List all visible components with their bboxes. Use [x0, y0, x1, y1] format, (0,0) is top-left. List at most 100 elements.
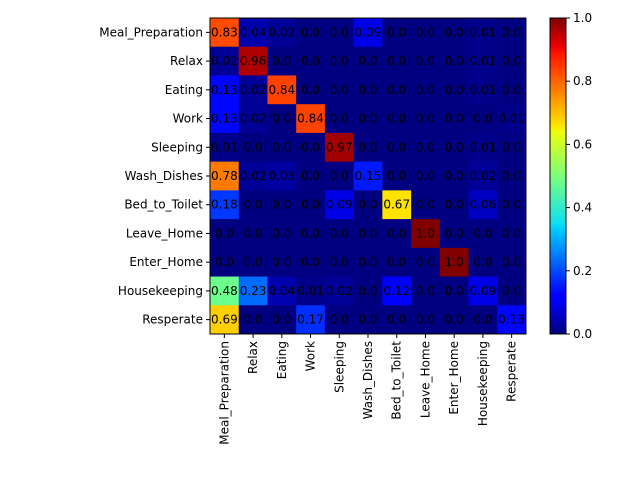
cell-value-label: 0.0: [445, 54, 464, 68]
cell-value-label: 0.04: [268, 284, 295, 298]
cell-value-label: 0.0: [387, 313, 406, 327]
heatmap-cell: [439, 247, 469, 277]
heatmap-cell: [267, 247, 297, 277]
heatmap-cell: [324, 46, 355, 76]
cell-value-label: 0.09: [326, 198, 353, 212]
heatmap-cell: [296, 161, 326, 191]
cell-value-label: 1.0: [445, 255, 464, 269]
cell-value-label: 0.0: [445, 83, 464, 97]
y-tick-label: Work: [173, 112, 203, 126]
cell-value-label: 0.0: [358, 284, 377, 298]
cell-value-label: 0.0: [272, 54, 291, 68]
cell-value-label: 0.02: [240, 83, 267, 97]
heatmap-cell: [382, 219, 412, 249]
cell-value-label: 0.0: [215, 255, 234, 269]
heatmap-cell: [353, 75, 383, 105]
heatmap-cell: [267, 18, 297, 48]
colorbar-frame: [549, 17, 567, 335]
heatmap-cell: [497, 132, 527, 163]
cell-value-label: 0.78: [211, 169, 238, 183]
y-tick-label: Eating: [165, 83, 203, 97]
heatmap-cell: [353, 132, 383, 163]
cell-value-label: 0.0: [445, 313, 464, 327]
heatmap-cell: [353, 161, 383, 191]
heatmap-cell: [439, 190, 469, 220]
heatmap-cell: [497, 46, 527, 76]
cell-value-label: 0.0: [272, 255, 291, 269]
cell-value-label: 0.0: [387, 255, 406, 269]
heatmap-cell: [468, 276, 498, 306]
heatmap-cell: [411, 75, 441, 105]
y-tick-label: Meal_Preparation: [99, 25, 203, 39]
heatmap-cell: [382, 46, 412, 76]
cell-value-label: 0.01: [470, 25, 497, 39]
cell-value-label: 0.02: [268, 25, 295, 39]
heatmap-cell: [439, 104, 469, 134]
cell-value-label: 0.02: [240, 112, 267, 126]
heatmap-cell: [267, 104, 297, 134]
heatmap-cell: [296, 190, 326, 220]
heatmap-cell: [411, 132, 441, 163]
heatmap-cell: [210, 247, 240, 277]
heatmap-cell: [296, 276, 326, 306]
cell-value-label: 0.18: [211, 198, 238, 212]
heatmap-cell: [324, 18, 355, 48]
cell-value-label: 0.0: [330, 169, 349, 183]
cell-value-label: 0.0: [301, 83, 320, 97]
cell-value-label: 0.0: [387, 112, 406, 126]
heatmap-cell: [468, 104, 498, 134]
colorbar-tick-label: 0.2: [573, 264, 592, 278]
y-tick-label: Bed_to_Toilet: [124, 198, 203, 212]
cell-value-label: 0.02: [326, 284, 353, 298]
heatmap-cell: [238, 18, 268, 48]
heatmap-cell: [296, 305, 326, 335]
cell-value-label: 0.0: [387, 83, 406, 97]
cell-value-label: 0.01: [211, 140, 238, 154]
cell-value-label: 0.0: [358, 83, 377, 97]
cell-value-label: 0.0: [416, 83, 435, 97]
cell-value-label: 0.13: [211, 112, 238, 126]
heatmap-cell: [238, 276, 268, 306]
colorbar-tick-label: 0.6: [573, 137, 592, 151]
cell-value-label: 0.17: [297, 313, 324, 327]
heatmap-cell: [324, 190, 355, 220]
heatmap-cell: [238, 104, 268, 134]
cell-value-label: 0.0: [387, 169, 406, 183]
x-tick-label: Wash_Dishes: [361, 341, 375, 419]
heatmap-cell: [411, 190, 441, 220]
cell-value-label: 0.0: [272, 198, 291, 212]
cell-value-label: 0.09: [470, 284, 497, 298]
heatmap-cell: [324, 132, 355, 163]
heatmap-cell: [210, 18, 240, 48]
cell-value-label: 0.01: [470, 140, 497, 154]
heatmap-cell: [411, 46, 441, 76]
heatmap-cell: [238, 132, 268, 163]
y-tick-label: Leave_Home: [126, 226, 203, 240]
heatmap-cell: [411, 276, 441, 306]
cell-value-label: 0.0: [445, 198, 464, 212]
colorbar-tick-label: 0.8: [573, 74, 592, 88]
y-tick-label: Relax: [170, 54, 203, 68]
heatmap-cell: [468, 132, 498, 163]
cell-value-label: 0.84: [268, 83, 295, 97]
colorbar-ticks: 0.0 0.2 0.4 0.6 0.8 1.0: [566, 11, 592, 341]
heatmap-cell: [210, 305, 240, 335]
cell-value-label: 0.0: [473, 255, 492, 269]
heatmap-cell: [210, 276, 240, 306]
cell-value-label: 0.0: [416, 284, 435, 298]
heatmap-cell: [267, 75, 297, 105]
cell-value-label: 0.0: [445, 226, 464, 240]
cell-value-label: 0.0: [330, 112, 349, 126]
cell-value-label: 0.0: [301, 54, 320, 68]
x-tick-label: Leave_Home: [418, 341, 432, 418]
cell-value-label: 0.0: [502, 83, 521, 97]
heatmap-cell: [296, 219, 326, 249]
cell-value-label: 0.0: [244, 255, 263, 269]
cell-value-label: 0.0: [502, 140, 521, 154]
x-tick-label: Work: [304, 341, 318, 371]
heatmap-cell: [296, 104, 326, 134]
cell-value-label: 0.0: [416, 169, 435, 183]
cell-value-label: 0.0: [301, 25, 320, 39]
heatmap-cell: [439, 161, 469, 191]
